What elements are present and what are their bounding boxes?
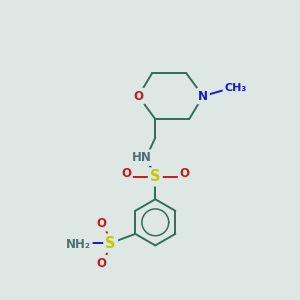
Text: O: O (134, 90, 143, 103)
Text: O: O (121, 167, 131, 180)
Text: S: S (150, 169, 160, 184)
Text: HN: HN (132, 151, 152, 164)
Text: O: O (179, 167, 190, 180)
Text: S: S (105, 236, 116, 250)
Text: CH₃: CH₃ (224, 83, 247, 93)
Text: O: O (96, 217, 106, 230)
Text: N: N (198, 90, 208, 103)
Text: NH₂: NH₂ (66, 238, 91, 251)
Text: O: O (96, 257, 106, 270)
